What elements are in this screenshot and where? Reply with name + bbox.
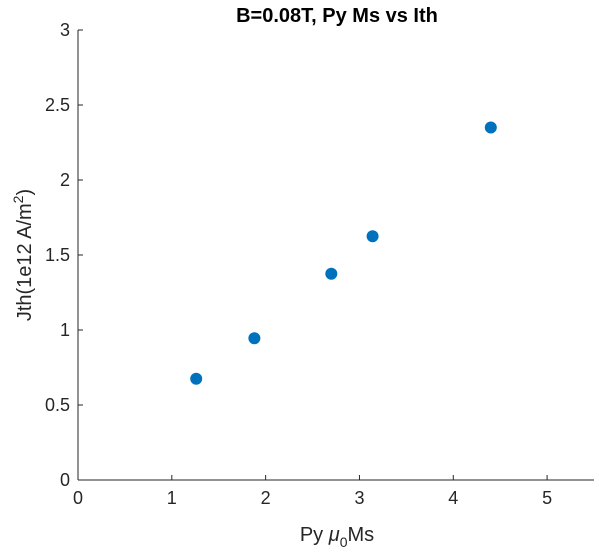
data-point: [484, 121, 497, 134]
x-tick-label: 0: [73, 488, 83, 508]
data-point: [190, 372, 203, 385]
y-tick-label: 2.5: [45, 95, 70, 115]
x-axis-label: Py μ0Ms: [300, 524, 374, 550]
x-tick-label: 3: [354, 488, 364, 508]
data-point: [325, 267, 338, 280]
x-tick-label: 4: [448, 488, 458, 508]
y-tick-label: 0.5: [45, 395, 70, 415]
y-axis-ticks: 0 0.5 1 1.5 2 2.5 3: [45, 20, 83, 490]
data-point: [366, 230, 379, 243]
y-tick-label: 1.5: [45, 245, 70, 265]
x-tick-label: 5: [542, 488, 552, 508]
chart-title: B=0.08T, Py Ms vs Ith: [236, 5, 438, 27]
data-point: [248, 332, 261, 345]
y-tick-label: 1: [60, 320, 70, 340]
y-tick-label: 0: [60, 470, 70, 490]
x-axis-ticks: 0 1 2 3 4 5: [73, 475, 552, 508]
y-tick-label: 3: [60, 20, 70, 40]
y-axis-label: Jth(1e12 A/m2): [10, 189, 36, 321]
x-tick-label: 2: [261, 488, 271, 508]
y-tick-label: 2: [60, 170, 70, 190]
x-tick-label: 1: [167, 488, 177, 508]
axes: [77, 30, 594, 481]
data-points: [190, 121, 497, 385]
